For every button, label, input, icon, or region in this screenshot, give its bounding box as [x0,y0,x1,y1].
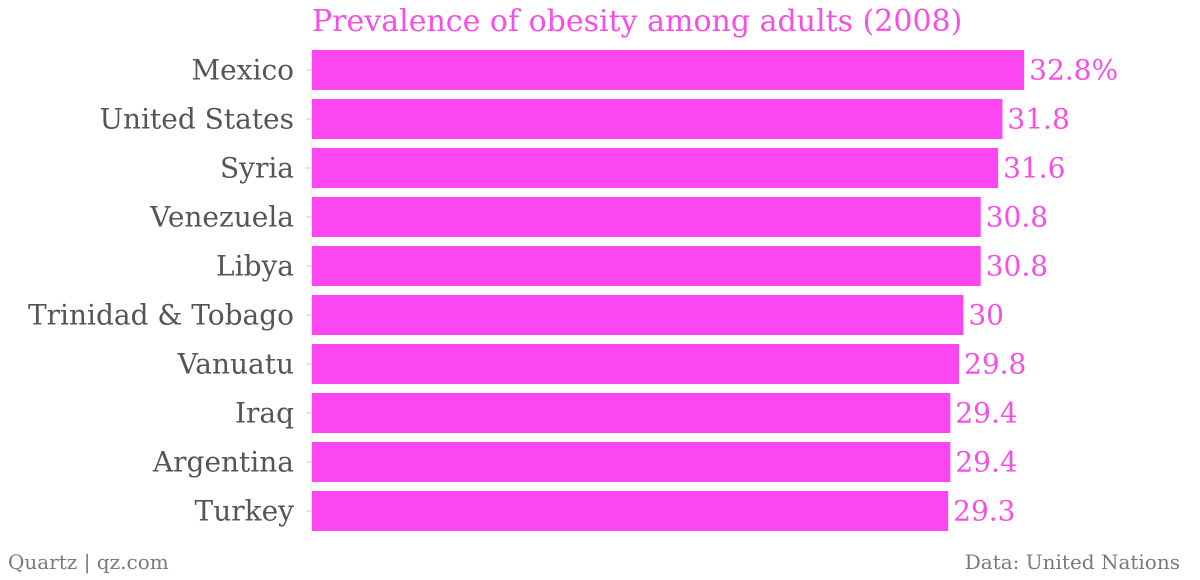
data-label: 29.8 [964,348,1026,381]
bar [312,99,1003,139]
category-label: Iraq [235,397,294,430]
category-label: Argentina [152,446,294,479]
bar [312,344,960,384]
data-source: Data: United Nations [964,550,1180,574]
bar [312,393,951,433]
category-label: Mexico [191,54,294,87]
category-label: Vanuatu [177,348,294,381]
chart-title: Prevalence of obesity among adults (2008… [312,4,963,39]
category-label: United States [99,103,294,136]
data-label: 32.8% [1029,54,1118,87]
bar [312,50,1025,90]
category-label: Libya [216,250,294,283]
data-label: 30.8 [986,250,1048,283]
category-label: Syria [220,152,294,185]
bar [312,295,964,335]
data-label: 29.3 [953,495,1015,528]
data-label: 31.6 [1003,152,1065,185]
category-label: Trinidad & Tobago [28,299,294,332]
data-label: 30 [968,299,1004,332]
bar [312,491,949,531]
data-label: 31.8 [1007,103,1069,136]
bar [312,442,951,482]
data-label: 29.4 [955,446,1017,479]
source-credit: Quartz | qz.com [8,550,169,574]
category-label: Venezuela [149,201,294,234]
bar [312,197,981,237]
bar [312,246,981,286]
bar [312,148,999,188]
data-label: 29.4 [955,397,1017,430]
category-label: Turkey [195,495,295,528]
data-label: 30.8 [986,201,1048,234]
